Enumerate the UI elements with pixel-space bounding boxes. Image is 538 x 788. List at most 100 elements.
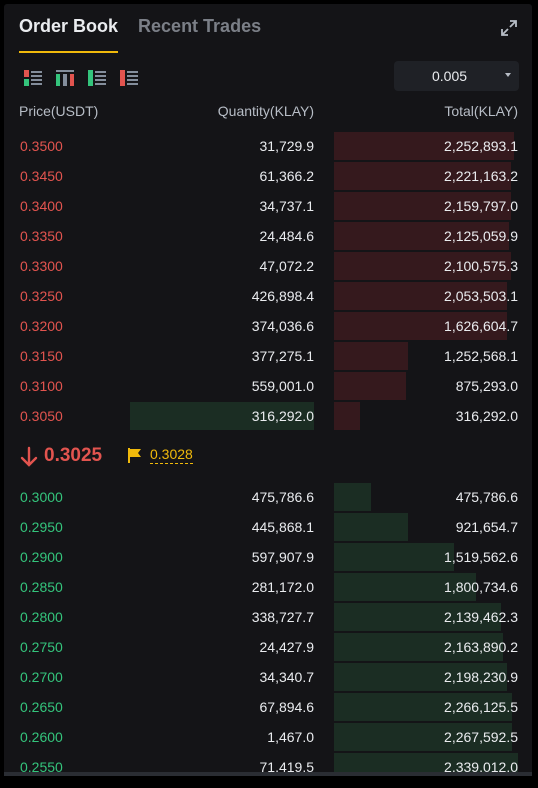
price-cell: 0.3300 bbox=[20, 258, 63, 274]
order-book-panel: Order Book Recent Trades 0.005 Price(USD… bbox=[4, 4, 532, 776]
depth-bar bbox=[334, 513, 408, 541]
quantity-cell: 597,907.9 bbox=[251, 549, 314, 565]
depth-bar bbox=[334, 573, 476, 601]
depth-bar bbox=[334, 483, 371, 511]
price-cell: 0.2900 bbox=[20, 549, 63, 565]
mark-price[interactable]: 0.3028 bbox=[150, 446, 193, 464]
bid-row[interactable]: 0.2850 281,172.0 1,800,734.6 bbox=[4, 572, 532, 602]
price-cell: 0.2800 bbox=[20, 609, 63, 625]
ask-row[interactable]: 0.3500 31,729.9 2,252,893.1 bbox=[4, 131, 532, 161]
view-bids-icon[interactable] bbox=[86, 67, 108, 89]
depth-bar bbox=[334, 402, 360, 430]
depth-bar bbox=[334, 312, 507, 340]
bid-row[interactable]: 0.2900 597,907.9 1,519,562.6 bbox=[4, 542, 532, 572]
quantity-cell: 426,898.4 bbox=[251, 288, 314, 304]
bid-row[interactable]: 0.2600 1,467.0 2,267,592.5 bbox=[4, 722, 532, 752]
view-both-icon[interactable] bbox=[22, 67, 44, 89]
bid-row[interactable]: 0.2750 24,427.9 2,163,890.2 bbox=[4, 632, 532, 662]
last-price-row: 0.3025 0.3028 bbox=[4, 442, 532, 472]
quantity-cell: 34,340.7 bbox=[259, 669, 315, 685]
ask-row[interactable]: 0.3400 34,737.1 2,159,797.0 bbox=[4, 191, 532, 221]
price-column-header: Price(USDT) bbox=[19, 103, 99, 119]
depth-bar bbox=[334, 342, 408, 370]
depth-bar bbox=[334, 282, 507, 310]
total-cell: 1,626,604.7 bbox=[444, 318, 518, 334]
ask-row[interactable]: 0.3300 47,072.2 2,100,575.3 bbox=[4, 251, 532, 281]
tab-recent-trades[interactable]: Recent Trades bbox=[138, 16, 262, 36]
ask-row[interactable]: 0.3200 374,036.6 1,626,604.7 bbox=[4, 311, 532, 341]
price-cell: 0.3400 bbox=[20, 198, 63, 214]
price-cell: 0.3350 bbox=[20, 228, 63, 244]
price-cell: 0.2550 bbox=[20, 759, 63, 775]
quantity-column-header: Quantity(KLAY) bbox=[217, 103, 314, 119]
column-header: Price(USDT) Quantity(KLAY) Total(KLAY) bbox=[4, 103, 532, 127]
quantity-cell: 71,419.5 bbox=[259, 759, 315, 775]
ask-row[interactable]: 0.3150 377,275.1 1,252,568.1 bbox=[4, 341, 532, 371]
quantity-cell: 61,366.2 bbox=[259, 168, 315, 184]
depth-bar bbox=[334, 603, 501, 631]
price-cell: 0.2650 bbox=[20, 699, 63, 715]
quantity-cell: 377,275.1 bbox=[251, 348, 314, 364]
price-cell: 0.3450 bbox=[20, 168, 63, 184]
price-cell: 0.2600 bbox=[20, 729, 63, 745]
total-cell: 875,293.0 bbox=[455, 378, 518, 394]
quantity-depth-bar bbox=[130, 402, 314, 430]
quantity-cell: 475,786.6 bbox=[251, 489, 314, 505]
ask-row[interactable]: 0.3250 426,898.4 2,053,503.1 bbox=[4, 281, 532, 311]
view-depth-icon[interactable] bbox=[54, 67, 76, 89]
horizontal-scrollbar[interactable] bbox=[4, 772, 532, 776]
total-cell: 921,654.7 bbox=[455, 519, 518, 535]
quantity-cell: 24,484.6 bbox=[259, 228, 315, 244]
total-cell: 2,252,893.1 bbox=[444, 138, 518, 154]
total-cell: 2,100,575.3 bbox=[444, 258, 518, 274]
bids-list: 0.3000 475,786.6 475,786.6 0.2950 445,868.1 9… bbox=[4, 482, 532, 776]
ask-row[interactable]: 0.3100 559,001.0 875,293.0 bbox=[4, 371, 532, 401]
chevron-down-icon bbox=[505, 73, 511, 77]
total-column-header: Total(KLAY) bbox=[444, 103, 518, 119]
price-cell: 0.2750 bbox=[20, 639, 63, 655]
ask-row[interactable]: 0.3350 24,484.6 2,125,059.9 bbox=[4, 221, 532, 251]
price-cell: 0.3200 bbox=[20, 318, 63, 334]
total-cell: 2,266,125.5 bbox=[444, 699, 518, 715]
price-cell: 0.3050 bbox=[20, 408, 63, 424]
view-asks-icon[interactable] bbox=[118, 67, 140, 89]
total-cell: 475,786.6 bbox=[455, 489, 518, 505]
bid-row[interactable]: 0.2550 71,419.5 2,339,012.0 bbox=[4, 752, 532, 776]
asks-list: 0.3500 31,729.9 2,252,893.1 0.3450 61,366.2 2… bbox=[4, 131, 532, 431]
depth-bar bbox=[334, 132, 514, 160]
bid-row[interactable]: 0.2800 338,727.7 2,139,462.3 bbox=[4, 602, 532, 632]
depth-bar bbox=[334, 252, 511, 280]
total-cell: 1,252,568.1 bbox=[444, 348, 518, 364]
bid-row[interactable]: 0.2650 67,894.6 2,266,125.5 bbox=[4, 692, 532, 722]
price-cell: 0.2950 bbox=[20, 519, 63, 535]
quantity-cell: 34,737.1 bbox=[259, 198, 315, 214]
depth-bar bbox=[334, 663, 507, 691]
depth-bar bbox=[334, 693, 512, 721]
depth-bar bbox=[334, 222, 509, 250]
arrow-down-icon bbox=[20, 446, 38, 473]
quantity-cell: 559,001.0 bbox=[251, 378, 314, 394]
tab-order-book[interactable]: Order Book bbox=[19, 4, 119, 53]
quantity-cell: 374,036.6 bbox=[251, 318, 314, 334]
ask-row[interactable]: 0.3450 61,366.2 2,221,163.2 bbox=[4, 161, 532, 191]
bid-row[interactable]: 0.3000 475,786.6 475,786.6 bbox=[4, 482, 532, 512]
quantity-cell: 445,868.1 bbox=[251, 519, 314, 535]
quantity-cell: 24,427.9 bbox=[259, 639, 315, 655]
quantity-cell: 316,292.0 bbox=[251, 408, 314, 424]
total-cell: 2,267,592.5 bbox=[444, 729, 518, 745]
price-cell: 0.2700 bbox=[20, 669, 63, 685]
quantity-cell: 31,729.9 bbox=[259, 138, 315, 154]
expand-icon[interactable] bbox=[500, 19, 518, 37]
bid-row[interactable]: 0.2700 34,340.7 2,198,230.9 bbox=[4, 662, 532, 692]
precision-value: 0.005 bbox=[432, 68, 468, 84]
price-cell: 0.3100 bbox=[20, 378, 63, 394]
bid-row[interactable]: 0.2950 445,868.1 921,654.7 bbox=[4, 512, 532, 542]
total-cell: 1,800,734.6 bbox=[444, 579, 518, 595]
depth-bar bbox=[334, 372, 406, 400]
ask-row[interactable]: 0.3050 316,292.0 316,292.0 bbox=[4, 401, 532, 431]
total-cell: 2,339,012.0 bbox=[444, 759, 518, 775]
depth-bar bbox=[334, 192, 511, 220]
price-cell: 0.2850 bbox=[20, 579, 63, 595]
total-cell: 2,221,163.2 bbox=[444, 168, 518, 184]
precision-select[interactable]: 0.005 bbox=[394, 61, 519, 91]
